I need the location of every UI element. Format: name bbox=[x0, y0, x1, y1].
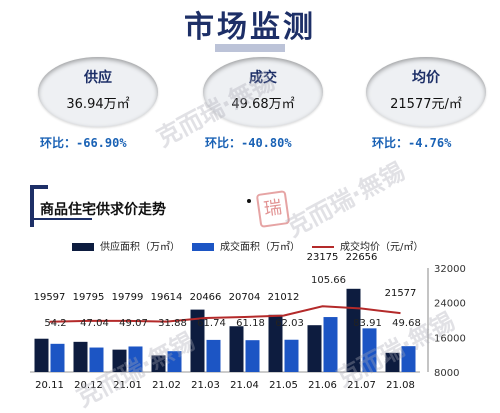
x-tick-label: 21.08 bbox=[386, 380, 415, 391]
kpi-deal: 成交 49.68万㎡ bbox=[203, 57, 323, 127]
deal-bar bbox=[128, 346, 143, 372]
deal-value-label: 49.07 bbox=[119, 318, 148, 329]
deal-bar bbox=[401, 346, 416, 372]
right-axis-tick-label: 24000 bbox=[434, 299, 466, 310]
x-tick-label: 21.01 bbox=[113, 380, 142, 391]
deal-bar bbox=[167, 351, 182, 372]
decor-dot bbox=[247, 199, 251, 203]
deal-value-label: 62.03 bbox=[275, 318, 304, 329]
price-line bbox=[49, 305, 401, 323]
legend-swatch bbox=[192, 243, 214, 251]
kpi-value: 49.68万㎡ bbox=[231, 97, 295, 112]
title-underline bbox=[215, 44, 285, 52]
right-axis-tick-label: 32000 bbox=[434, 264, 466, 275]
supply-bar bbox=[151, 355, 166, 372]
kpi-price: 均价 21577元/㎡ bbox=[366, 57, 486, 127]
kpi-mom-supply: 环比：-66.90% bbox=[40, 136, 127, 150]
kpi-label: 均价 bbox=[412, 70, 440, 86]
price-label: 21577 bbox=[385, 288, 417, 299]
kpi-mom-price: 环比：-4.76% bbox=[372, 136, 452, 150]
x-tick-label: 21.04 bbox=[230, 380, 259, 391]
kpi-value: 21577元/㎡ bbox=[390, 97, 462, 112]
kpi-mom-deal: 环比：-40.80% bbox=[205, 136, 292, 150]
legend-label: 供应面积（万㎡） bbox=[100, 242, 180, 253]
price-label: 20704 bbox=[229, 292, 261, 303]
deal-value-label: 47.04 bbox=[80, 318, 109, 329]
deal-bar bbox=[284, 339, 299, 372]
supply-bar bbox=[190, 309, 205, 372]
deal-value-label: 61.74 bbox=[197, 318, 226, 329]
legend-supply: 供应面积（万㎡） bbox=[72, 238, 180, 253]
deal-bar bbox=[362, 328, 377, 372]
deal-value-label: 31.88 bbox=[158, 318, 187, 329]
deal-bar bbox=[245, 340, 260, 372]
deal-bar bbox=[89, 347, 104, 372]
x-tick-label: 21.05 bbox=[269, 380, 298, 391]
deal-value-label: 61.18 bbox=[236, 318, 265, 329]
section-bracket bbox=[30, 185, 48, 227]
section-title: 商品住宅供求价走势 bbox=[40, 202, 166, 218]
deal-bar bbox=[206, 339, 221, 372]
x-tick-label: 20.11 bbox=[35, 380, 64, 391]
price-label: 21012 bbox=[268, 292, 300, 303]
supply-bar bbox=[229, 326, 244, 372]
supply-bar bbox=[385, 352, 400, 372]
supply-bar bbox=[73, 341, 88, 372]
kpi-label: 供应 bbox=[84, 70, 112, 86]
price-label: 19795 bbox=[73, 292, 105, 303]
legend-swatch bbox=[72, 243, 94, 251]
deal-value-label: 49.68 bbox=[392, 318, 421, 329]
legend-label: 成交面积（万㎡） bbox=[220, 242, 300, 253]
page-title: 市场监测 bbox=[184, 10, 316, 45]
legend-label: 成交均价（元/㎡） bbox=[340, 242, 424, 253]
section-bracket-line bbox=[30, 218, 92, 220]
right-axis-tick-label: 16000 bbox=[434, 333, 466, 344]
legend-price: 成交均价（元/㎡） bbox=[312, 238, 423, 253]
supply-bar bbox=[268, 314, 283, 372]
x-tick-label: 21.07 bbox=[347, 380, 376, 391]
kpi-supply: 供应 36.94万㎡ bbox=[38, 57, 158, 127]
price-label: 23175 bbox=[307, 252, 339, 263]
supply-bar bbox=[346, 288, 361, 372]
x-tick-label: 21.02 bbox=[152, 380, 181, 391]
x-tick-label: 21.03 bbox=[191, 380, 220, 391]
price-label: 22656 bbox=[346, 252, 378, 263]
deal-bar bbox=[50, 343, 65, 372]
deal-bar bbox=[323, 317, 338, 372]
price-label: 19614 bbox=[151, 292, 183, 303]
legend-deal: 成交面积（万㎡） bbox=[192, 238, 300, 253]
legend-swatch bbox=[312, 246, 334, 248]
supply-bar bbox=[112, 349, 127, 372]
kpi-label: 成交 bbox=[249, 70, 277, 86]
deal-value-label: 54.2 bbox=[44, 318, 66, 329]
right-axis-tick-label: 8000 bbox=[434, 368, 459, 379]
x-tick-label: 21.06 bbox=[308, 380, 337, 391]
deal-value-label: 83.91 bbox=[353, 318, 382, 329]
price-label: 19597 bbox=[34, 292, 66, 303]
supply-bar bbox=[307, 325, 322, 372]
kpi-value: 36.94万㎡ bbox=[66, 97, 130, 112]
supply-bar bbox=[34, 338, 49, 372]
x-tick-label: 20.12 bbox=[74, 380, 103, 391]
price-label: 19799 bbox=[112, 292, 144, 303]
deal-value-label: 105.66 bbox=[311, 275, 346, 286]
price-label: 20466 bbox=[190, 292, 222, 303]
